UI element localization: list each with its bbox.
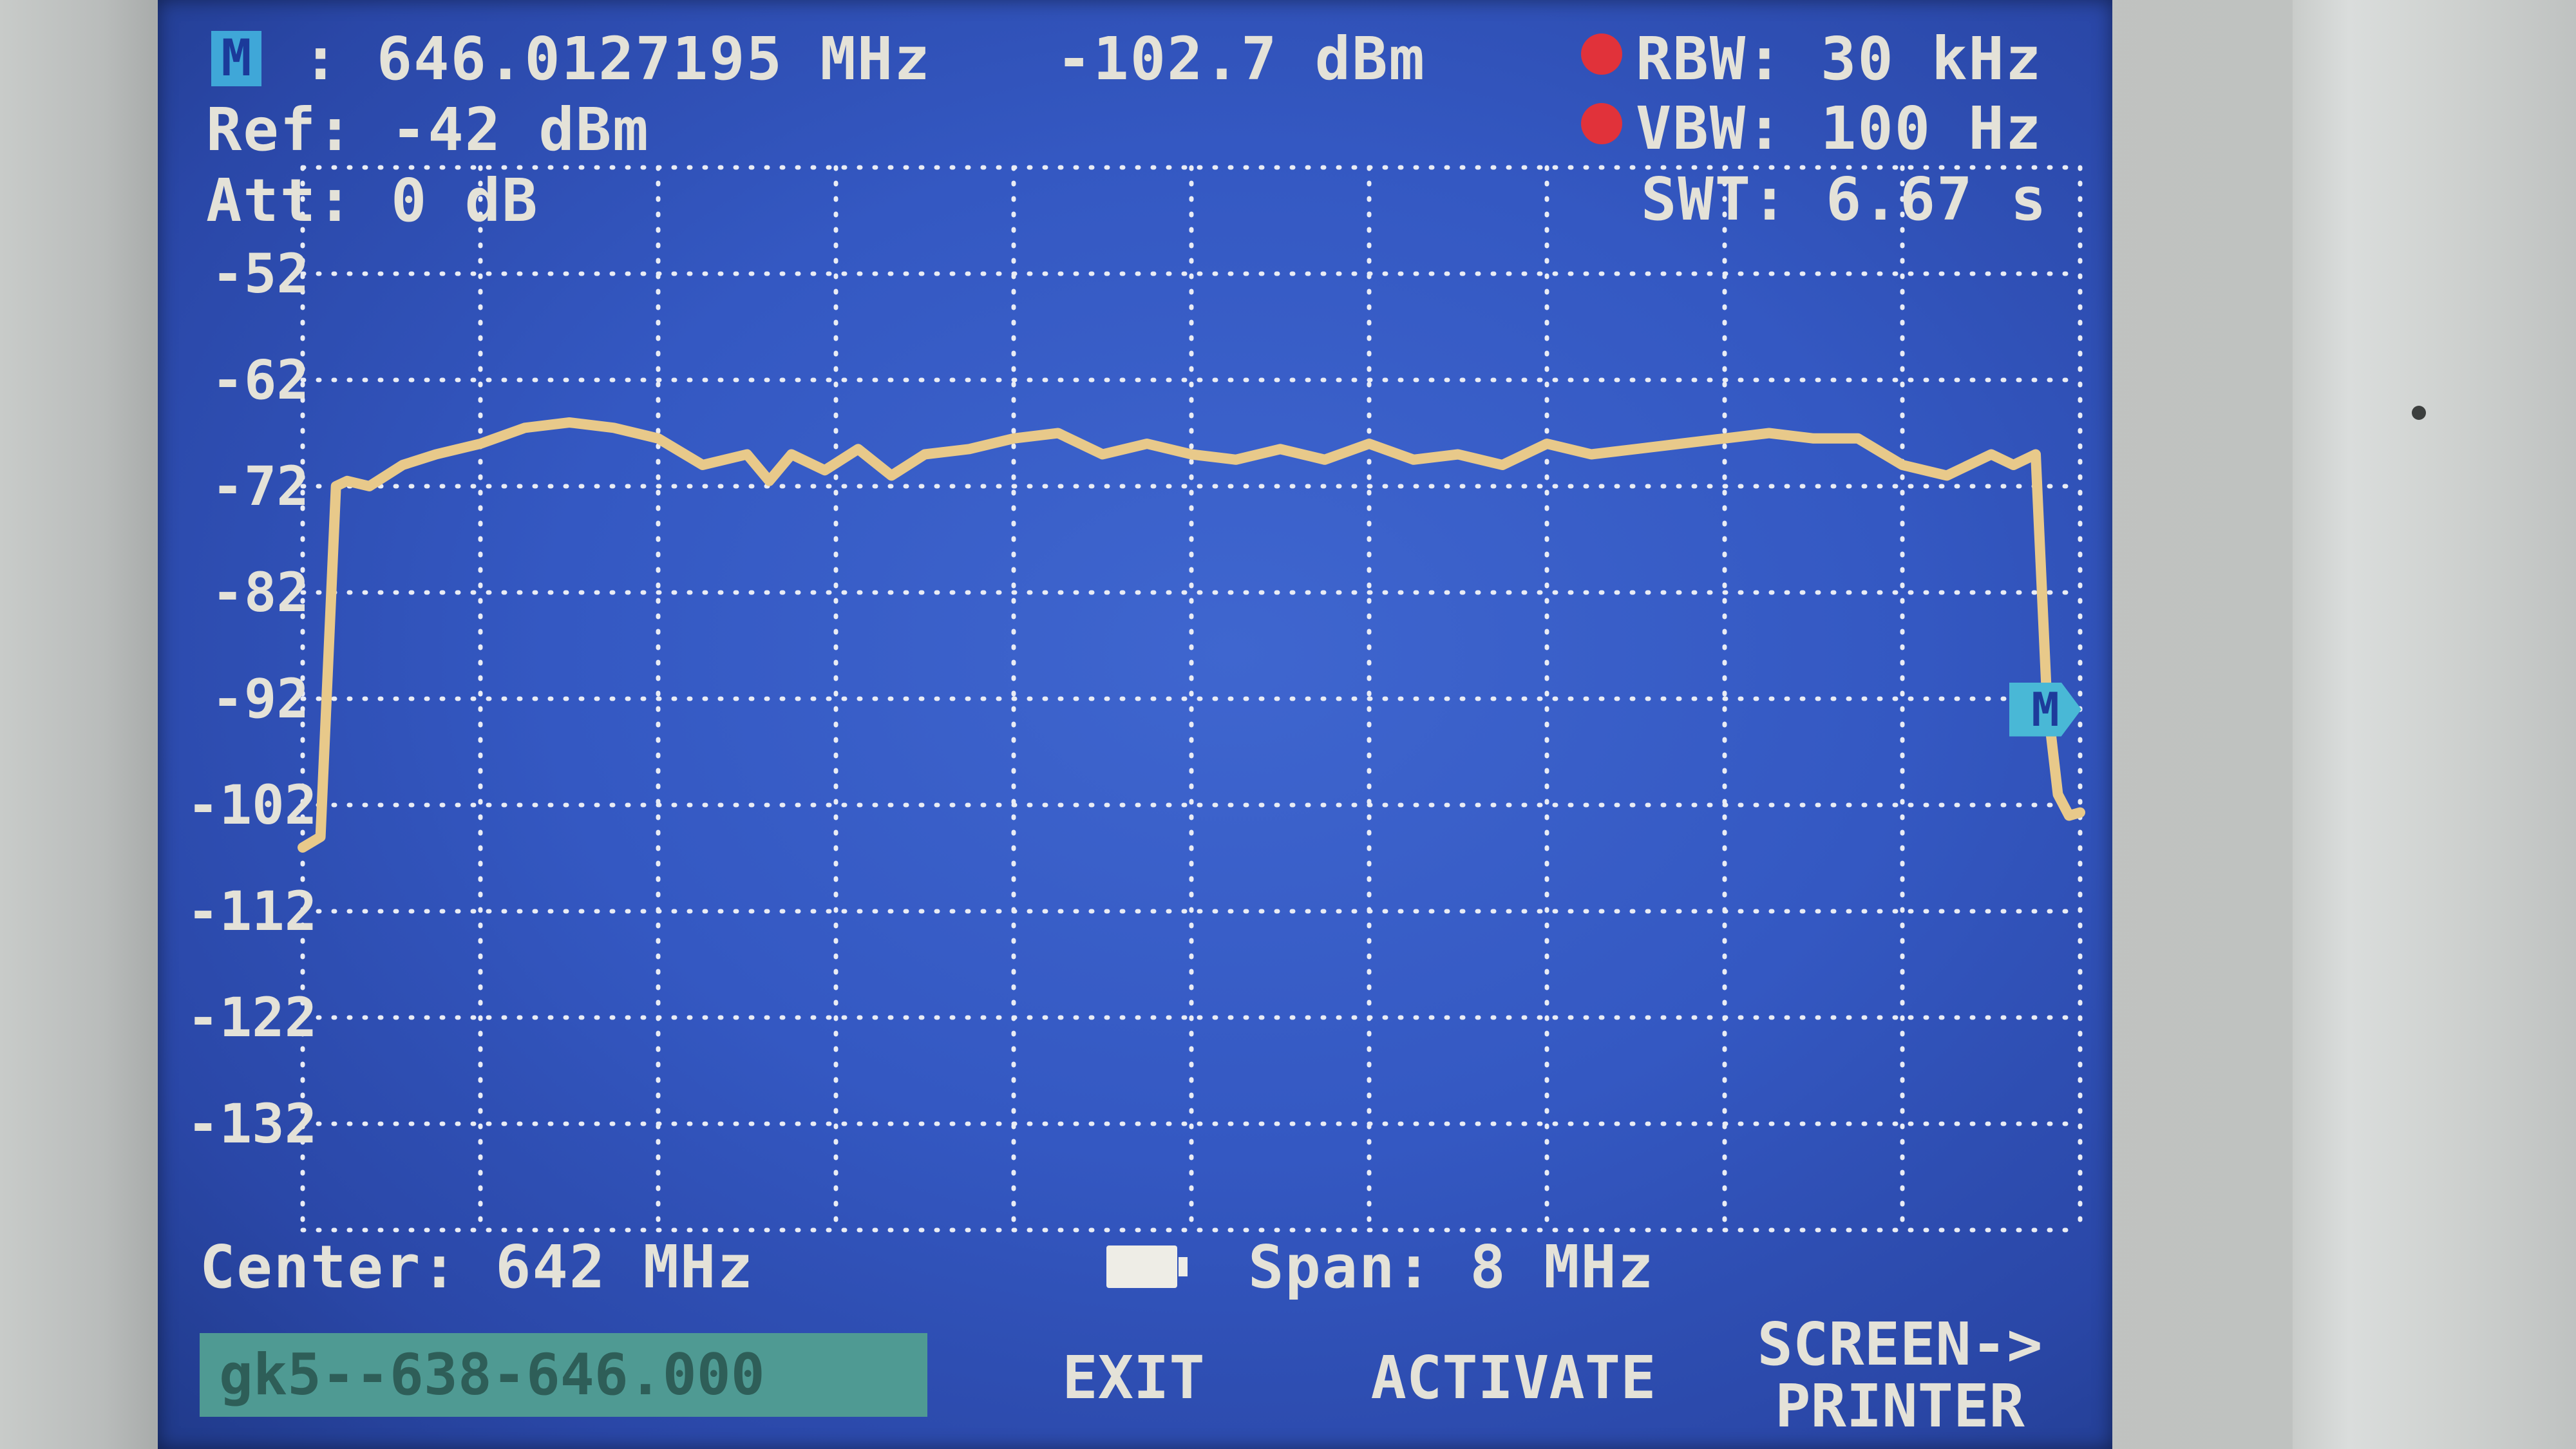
- marker-frequency: : 646.0127195 MHz: [303, 24, 931, 93]
- device-right-bezel: [2293, 0, 2576, 1449]
- y-tick-label: -132: [187, 1092, 317, 1155]
- y-tick-label: -52: [211, 242, 309, 305]
- y-tick-label: -112: [187, 880, 317, 943]
- battery-icon: [1106, 1245, 1188, 1288]
- bezel-screw: [2412, 406, 2426, 420]
- attenuation-readout: Att: 0 dB: [206, 166, 539, 235]
- screen-to-printer-softkey[interactable]: SCREEN-> PRINTER: [1719, 1310, 2080, 1441]
- y-tick-label: -122: [187, 986, 317, 1049]
- activate-softkey[interactable]: ACTIVATE: [1370, 1343, 1656, 1412]
- rbw-readout: RBW: 30 kHz: [1636, 24, 2043, 93]
- spectrum-trace: [298, 417, 2085, 853]
- y-tick-label: -92: [211, 667, 309, 730]
- marker-level: -102.7 dBm: [1056, 24, 1426, 93]
- screen-to-printer-line1: SCREEN->: [1757, 1310, 2043, 1379]
- sweep-time-readout: SWT: 6.67 s: [1641, 165, 2048, 234]
- analyzer-screen: [158, 0, 2112, 1449]
- y-tick-label: -62: [211, 348, 309, 412]
- rbw-indicator-icon: [1581, 33, 1622, 75]
- vbw-readout: VBW: 100 Hz: [1636, 94, 2043, 163]
- screen-to-printer-line2: PRINTER: [1775, 1372, 2025, 1441]
- span-readout: Span: 8 MHz: [1248, 1233, 1655, 1302]
- center-frequency-readout: Center: 642 MHz: [200, 1233, 754, 1302]
- y-tick-label: -102: [187, 773, 317, 837]
- y-tick-label: -72: [211, 455, 309, 518]
- vbw-indicator-icon: [1581, 103, 1622, 144]
- marker-icon: M: [211, 31, 261, 86]
- ref-level-readout: Ref: -42 dBm: [206, 95, 650, 164]
- chart-grid: [300, 165, 2083, 1233]
- dataset-name-field[interactable]: gk5--638-646.000: [200, 1333, 927, 1417]
- y-tick-label: -82: [211, 561, 309, 624]
- exit-softkey[interactable]: EXIT: [1062, 1343, 1205, 1412]
